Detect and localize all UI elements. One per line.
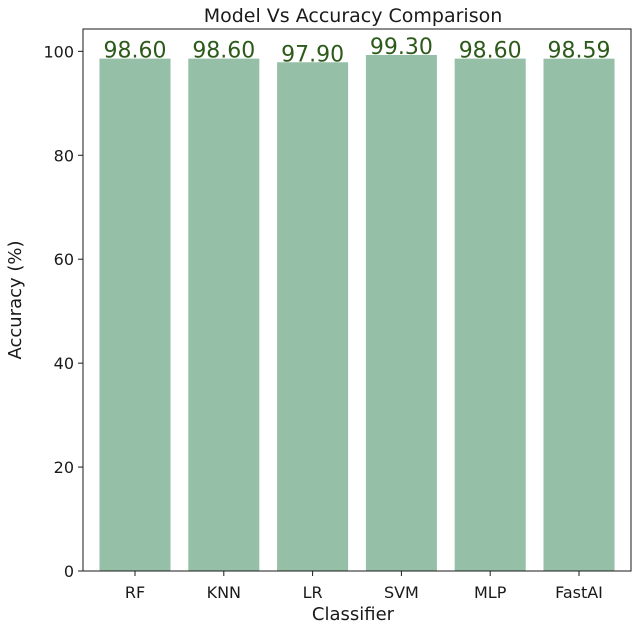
bar-mlp: [454, 58, 526, 572]
bar-rf: [99, 58, 171, 572]
bar-lr: [277, 62, 349, 572]
x-tick-label: RF: [125, 583, 145, 602]
plot-frame: [82, 28, 632, 572]
value-label-lr: 97.90: [281, 42, 344, 67]
value-label-knn: 98.60: [192, 39, 255, 64]
y-tick-label: 80: [54, 146, 74, 165]
y-tick-label: 60: [54, 250, 74, 269]
y-axis-title: Accuracy (%): [5, 240, 26, 359]
bars-group: [99, 54, 615, 572]
x-tick-label: KNN: [207, 583, 241, 602]
bar-svm: [365, 54, 437, 572]
y-tick-label: 0: [64, 562, 74, 581]
y-tick-label: 20: [54, 458, 74, 477]
value-label-fastai: 98.59: [547, 39, 610, 64]
chart-title: Model Vs Accuracy Comparison: [204, 5, 503, 27]
x-tick-label: FastAI: [555, 583, 603, 602]
value-label-svm: 99.30: [370, 35, 433, 60]
y-axis-ticks: 0 20 40 60 80 100: [43, 42, 83, 581]
bar-fastai: [543, 58, 615, 571]
x-tick-label: MLP: [474, 583, 507, 602]
x-tick-label: LR: [303, 583, 323, 602]
x-axis-ticks: RF KNN LR SVM MLP FastAI: [125, 571, 603, 602]
value-label-mlp: 98.60: [459, 39, 522, 64]
y-tick-label: 40: [54, 354, 74, 373]
y-tick-label: 100: [43, 42, 74, 61]
x-axis-title: Classifier: [312, 604, 395, 625]
value-label-rf: 98.60: [104, 39, 167, 64]
x-tick-label: SVM: [384, 583, 419, 602]
bar-knn: [188, 58, 260, 572]
value-labels-group: 98.60 98.60 97.90 99.30 98.60 98.59: [104, 35, 611, 67]
